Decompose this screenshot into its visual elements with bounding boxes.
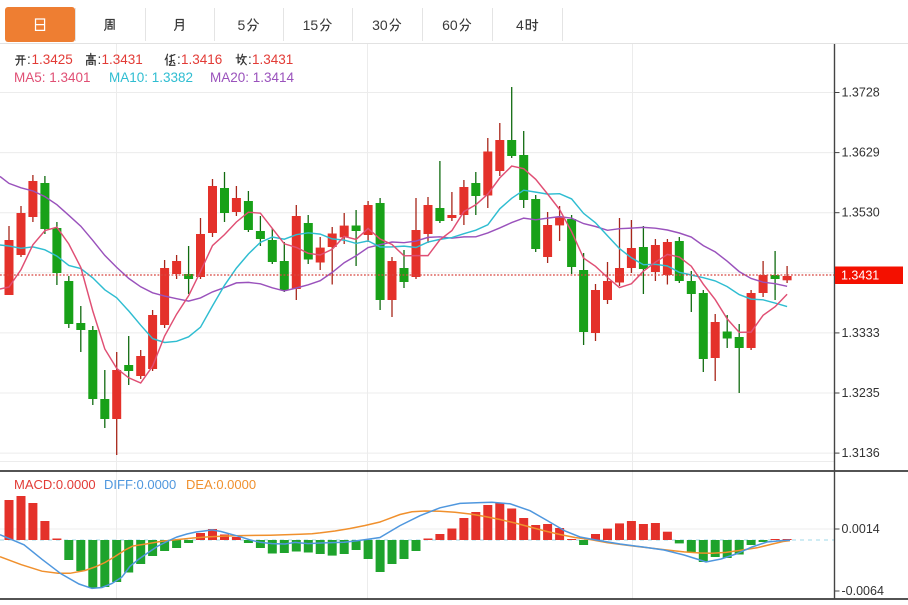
svg-text:1.3431: 1.3431 bbox=[102, 52, 143, 67]
svg-text::: : bbox=[98, 52, 102, 67]
svg-text:1.3416: 1.3416 bbox=[181, 52, 222, 67]
svg-text::: : bbox=[248, 52, 252, 67]
svg-text:MACD:0.0000: MACD:0.0000 bbox=[14, 477, 96, 492]
svg-text:MA10: 1.3382: MA10: 1.3382 bbox=[109, 70, 193, 85]
svg-text:15: 15 bbox=[303, 17, 319, 33]
svg-text:1.3728: 1.3728 bbox=[842, 86, 880, 100]
svg-text:30: 30 bbox=[372, 17, 388, 33]
svg-text:MA5: 1.3401: MA5: 1.3401 bbox=[14, 70, 91, 85]
svg-text:60: 60 bbox=[442, 17, 458, 33]
svg-text:1.3530: 1.3530 bbox=[842, 206, 880, 220]
svg-text:1.3235: 1.3235 bbox=[842, 386, 880, 400]
svg-text:0.0014: 0.0014 bbox=[842, 522, 880, 536]
svg-text:1.3629: 1.3629 bbox=[842, 146, 880, 160]
svg-text:1.3333: 1.3333 bbox=[842, 326, 880, 340]
svg-text::: : bbox=[177, 52, 181, 67]
svg-text:1.3431: 1.3431 bbox=[841, 269, 879, 283]
svg-text::: : bbox=[27, 52, 31, 67]
svg-text:DEA:0.0000: DEA:0.0000 bbox=[186, 477, 256, 492]
svg-text:DIFF:0.0000: DIFF:0.0000 bbox=[104, 477, 176, 492]
svg-text:-0.0064: -0.0064 bbox=[842, 584, 884, 598]
svg-text:1.3136: 1.3136 bbox=[842, 446, 880, 460]
svg-text:MA20: 1.3414: MA20: 1.3414 bbox=[210, 70, 295, 85]
svg-text:5: 5 bbox=[237, 17, 245, 33]
svg-text:4: 4 bbox=[516, 17, 524, 33]
svg-text:1.3431: 1.3431 bbox=[252, 52, 293, 67]
svg-text:1.3425: 1.3425 bbox=[32, 52, 73, 67]
